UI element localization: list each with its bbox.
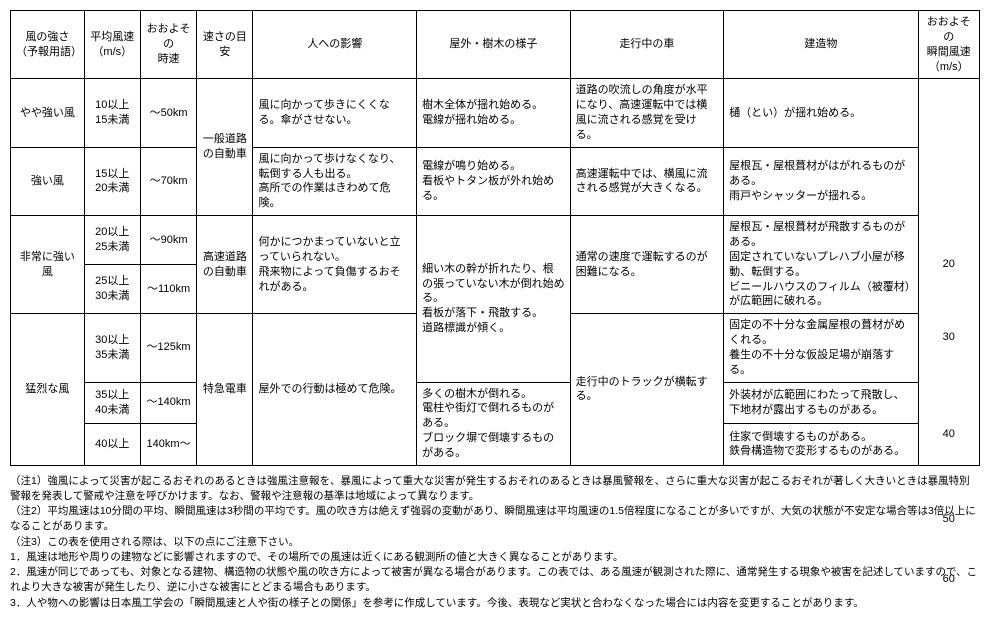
building-cell: 固定の不十分な金属屋根の葺材がめくれる。養生の不十分な仮設足場が崩落する。 xyxy=(724,314,918,382)
table-row: 非常に強い風 20以上25未満 ～90km 高速道路の自動車 何かにつかまってい… xyxy=(11,216,980,265)
outdoor-cell: 細い木の幹が折れたり、根の張っていない木が倒れ始める。看板が落下・飛散する。道路… xyxy=(417,216,570,382)
table-row: 35以上40未満 ～140km 多くの樹木が倒れる。電柱や街灯で倒れるものがある… xyxy=(11,382,980,424)
avg-cell: 15以上20未満 xyxy=(84,147,140,215)
guide-cell: 高速道路の自動車 xyxy=(197,216,253,314)
gust-value: 30 xyxy=(919,330,979,345)
kmh-cell: ～110km xyxy=(140,265,196,314)
strength-cell: 猛烈な風 xyxy=(11,314,85,466)
header-car: 走行中の車 xyxy=(570,11,723,79)
kmh-cell: ～125km xyxy=(140,314,196,382)
notes-section: （注1）強風によって災害が起こるおそれのあるときは強風注意報を、暴風によって重大… xyxy=(10,474,980,611)
car-cell: 道路の吹流しの角度が水平になり、高速運転中では横風に流される感覚を受ける。 xyxy=(570,79,723,147)
avg-cell: 35以上40未満 xyxy=(84,382,140,424)
kmh-cell: ～140km xyxy=(140,382,196,424)
note-item: （注1）強風によって災害が起こるおそれのあるときは強風注意報を、暴風によって重大… xyxy=(10,474,980,504)
header-outdoor: 屋外・樹木の様子 xyxy=(417,11,570,79)
human-cell: 風に向かって歩きにくくなる。傘がさせない。 xyxy=(253,79,417,147)
human-cell: 風に向かって歩けなくなり、転倒する人も出る。高所での作業はきわめて危険。 xyxy=(253,147,417,215)
note-item: 1．風速は地形や周りの建物などに影響されますので、その場所での風速は近くにある観… xyxy=(10,550,980,565)
note-item: （注3）この表を使用される際は、以下の点にご注意下さい。 xyxy=(10,535,980,550)
outdoor-cell: 樹木全体が揺れ始める。電線が揺れ始める。 xyxy=(417,79,570,147)
note-item: （注2）平均風速は10分間の平均、瞬間風速は3秒間の平均です。風の吹き方は絶えず… xyxy=(10,504,980,534)
wind-scale-table: 風の強さ（予報用語） 平均風速（m/s） おおよその時速 速さの目安 人への影響… xyxy=(10,10,980,466)
table-row: 強い風 15以上20未満 ～70km 風に向かって歩けなくなり、転倒する人も出る… xyxy=(11,147,980,215)
gust-cell: 20 30 40 50 60 xyxy=(918,79,979,465)
note-item: 2．風速が同じであっても、対象となる建物、構造物の状態や風の吹き方によって被害が… xyxy=(10,565,980,595)
header-human: 人への影響 xyxy=(253,11,417,79)
table-row: やや強い風 10以上15未満 ～50km 一般道路の自動車 風に向かって歩きにく… xyxy=(11,79,980,147)
note-item: 3．人や物への影響は日本風工学会の「瞬間風速と人や街の様子との関係」を参考に作成… xyxy=(10,596,980,611)
outdoor-cell: 電線が鳴り始める。看板やトタン板が外れ始める。 xyxy=(417,147,570,215)
gust-value: 60 xyxy=(919,572,979,587)
gust-value: 20 xyxy=(919,257,979,272)
car-cell: 走行中のトラックが横転する。 xyxy=(570,314,723,466)
human-cell: 屋外での行動は極めて危険。 xyxy=(253,314,417,466)
header-building: 建造物 xyxy=(724,11,918,79)
kmh-cell: 140km～ xyxy=(140,424,196,466)
guide-cell: 特急電車 xyxy=(197,314,253,466)
strength-cell: 非常に強い風 xyxy=(11,216,85,314)
avg-cell: 10以上15未満 xyxy=(84,79,140,147)
strength-cell: 強い風 xyxy=(11,147,85,215)
car-cell: 通常の速度で運転するのが困難になる。 xyxy=(570,216,723,314)
human-cell: 何かにつかまっていないと立っていられない。飛来物によって負傷するおそれがある。 xyxy=(253,216,417,314)
building-cell: 住家で倒壊するものがある。鉄骨構造物で変形するものがある。 xyxy=(724,424,918,466)
header-approx-kmh: おおよその時速 xyxy=(140,11,196,79)
header-speed-guide: 速さの目安 xyxy=(197,11,253,79)
kmh-cell: ～70km xyxy=(140,147,196,215)
avg-cell: 30以上35未満 xyxy=(84,314,140,382)
avg-cell: 40以上 xyxy=(84,424,140,466)
kmh-cell: ～50km xyxy=(140,79,196,147)
building-cell: 屋根瓦・屋根葺材が飛散するものがある。固定されていないプレハブ小屋が移動、転倒す… xyxy=(724,216,918,314)
outdoor-cell: 多くの樹木が倒れる。電柱や街灯で倒れるものがある。ブロック塀で倒壊するものがある… xyxy=(417,382,570,465)
gust-value: 40 xyxy=(919,427,979,442)
strength-cell: やや強い風 xyxy=(11,79,85,147)
guide-cell: 一般道路の自動車 xyxy=(197,79,253,216)
kmh-cell: ～90km xyxy=(140,216,196,265)
header-avg-speed: 平均風速（m/s） xyxy=(84,11,140,79)
header-strength: 風の強さ（予報用語） xyxy=(11,11,85,79)
car-cell: 高速運転中では、横風に流される感覚が大きくなる。 xyxy=(570,147,723,215)
building-cell: 樋（とい）が揺れ始める。 xyxy=(724,79,918,147)
gust-value: 50 xyxy=(919,512,979,527)
avg-cell: 20以上25未満 xyxy=(84,216,140,265)
building-cell: 外装材が広範囲にわたって飛散し、下地材が露出するものがある。 xyxy=(724,382,918,424)
avg-cell: 25以上30未満 xyxy=(84,265,140,314)
building-cell: 屋根瓦・屋根葺材がはがれるものがある。雨戸やシャッターが揺れる。 xyxy=(724,147,918,215)
header-gust: おおよその瞬間風速（m/s） xyxy=(918,11,979,79)
